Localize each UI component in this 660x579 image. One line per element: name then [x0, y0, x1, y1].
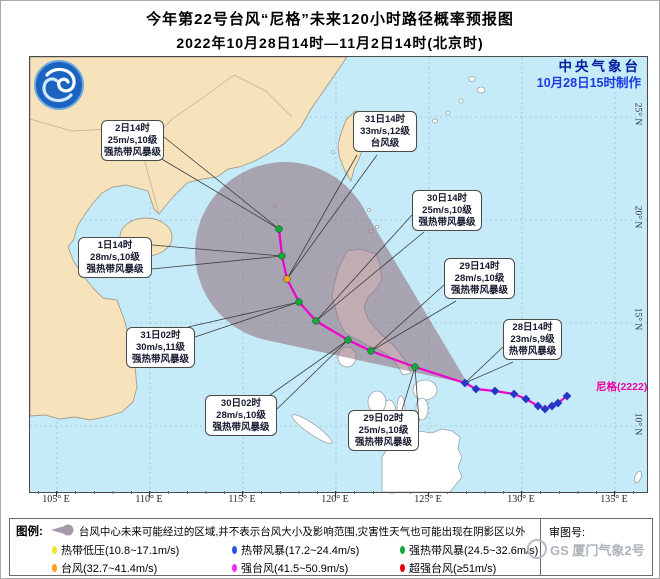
legend-item-superty: 超强台风(≥51m/s) [400, 560, 540, 576]
callout-31d14h: 31日14时 33m/s,12级 台风级 [353, 111, 417, 153]
lat-label-10n: 10° N [632, 412, 643, 436]
sty-dot-icon [232, 564, 237, 572]
superty-dot-icon [400, 564, 405, 572]
agency-name: 中央气象台 [558, 59, 641, 74]
legend: 图例: 台风中心未来可能经过的区域,并不表示台风大小及影响范围,灾害性天气也可能… [9, 518, 653, 576]
legend-items: 热带低压(10.8~17.1m/s) 热带风暴(17.2~24.4m/s) 强热… [52, 542, 540, 576]
lon-label-125e: 125° E [414, 494, 442, 505]
callout-01d14h: 1日14时 28m/s,10级 强热带风暴级 [78, 237, 152, 279]
legend-cone-note: 台风中心未来可能经过的区域,并不表示台风大小及影响范围,灾害性天气也可能出现在阴… [78, 525, 526, 538]
td-dot-icon [52, 546, 57, 554]
callout-30d02h: 30日02时 28m/s,10级 强热带风暴级 [205, 395, 277, 437]
sts-dot-icon [400, 546, 405, 554]
callout-02d14h: 2日14时 25m/s,10级 强热带风暴级 [101, 120, 164, 162]
legend-title: 图例: [16, 526, 43, 538]
legend-item-sty: 强台风(41.5~50.9m/s) [232, 560, 400, 576]
lon-label-110e: 110° E [135, 494, 163, 505]
callout-30d14h: 30日14时 25m/s,10级 强热带风暴级 [412, 190, 482, 232]
map-area: 中央气象台 10月28日15时制作 尼格(2222) 25° N 20° N 1… [29, 56, 648, 493]
lon-label-135e: 135° E [600, 494, 628, 505]
legend-item-ts: 热带风暴(17.2~24.4m/s) [232, 542, 400, 558]
callout-29d02h: 29日02时 25m/s,10级 强热带风暴级 [348, 410, 419, 452]
storm-name-label: 尼格(2222) [596, 381, 648, 393]
lat-label-20n: 20° N [632, 205, 643, 229]
lon-tick-strip [29, 491, 646, 498]
legend-right: 审图号: GS 厦门气象2号 [527, 519, 652, 575]
track-layer [151, 136, 572, 422]
callout-28d14h: 28日14时 23m/s,9级 热带风暴级 [503, 319, 562, 361]
review-number-label: 审图号: [549, 527, 586, 539]
title-line1: 今年第22号台风“尼格”未来120小时路径概率预报图 [146, 11, 514, 28]
lon-label-115e: 115° E [228, 494, 256, 505]
legend-item-sts: 强热带风暴(24.5~32.6m/s) [400, 542, 540, 558]
lat-label-25n: 25° N [632, 102, 643, 126]
lon-label-130e: 130° E [507, 494, 535, 505]
agency-block: 中央气象台 10月28日15时制作 [537, 59, 641, 91]
ts-dot-icon [232, 546, 237, 554]
page-title: 今年第22号台风“尼格”未来120小时路径概率预报图 2022年10月28日14… [1, 8, 659, 53]
callout-31d02h: 31日02时 30m/s,11级 强热带风暴级 [126, 327, 195, 369]
callout-29d14h: 29日14时 28m/s,10级 强热带风暴级 [444, 258, 515, 300]
lon-label-105e: 105° E [42, 494, 70, 505]
legend-item-ty: 台风(32.7~41.4m/s) [52, 560, 232, 576]
cone-icon [49, 524, 75, 539]
lon-label-120e: 120° E [321, 494, 349, 505]
legend-item-td: 热带低压(10.8~17.1m/s) [52, 542, 232, 558]
watermark: GS 厦门气象2号 [527, 539, 645, 559]
forecast-cone [195, 162, 468, 384]
title-line2: 2022年10月28日14时—11月2日14时(北京时) [176, 35, 484, 51]
lat-label-15n: 15° N [632, 307, 643, 331]
agency-issued: 10月28日15时制作 [536, 76, 641, 90]
watermark-logo-icon [527, 539, 547, 559]
ty-dot-icon [52, 564, 57, 572]
legend-left: 图例: 台风中心未来可能经过的区域,并不表示台风大小及影响范围,灾害性天气也可能… [10, 519, 540, 575]
cma-logo [31, 59, 87, 116]
